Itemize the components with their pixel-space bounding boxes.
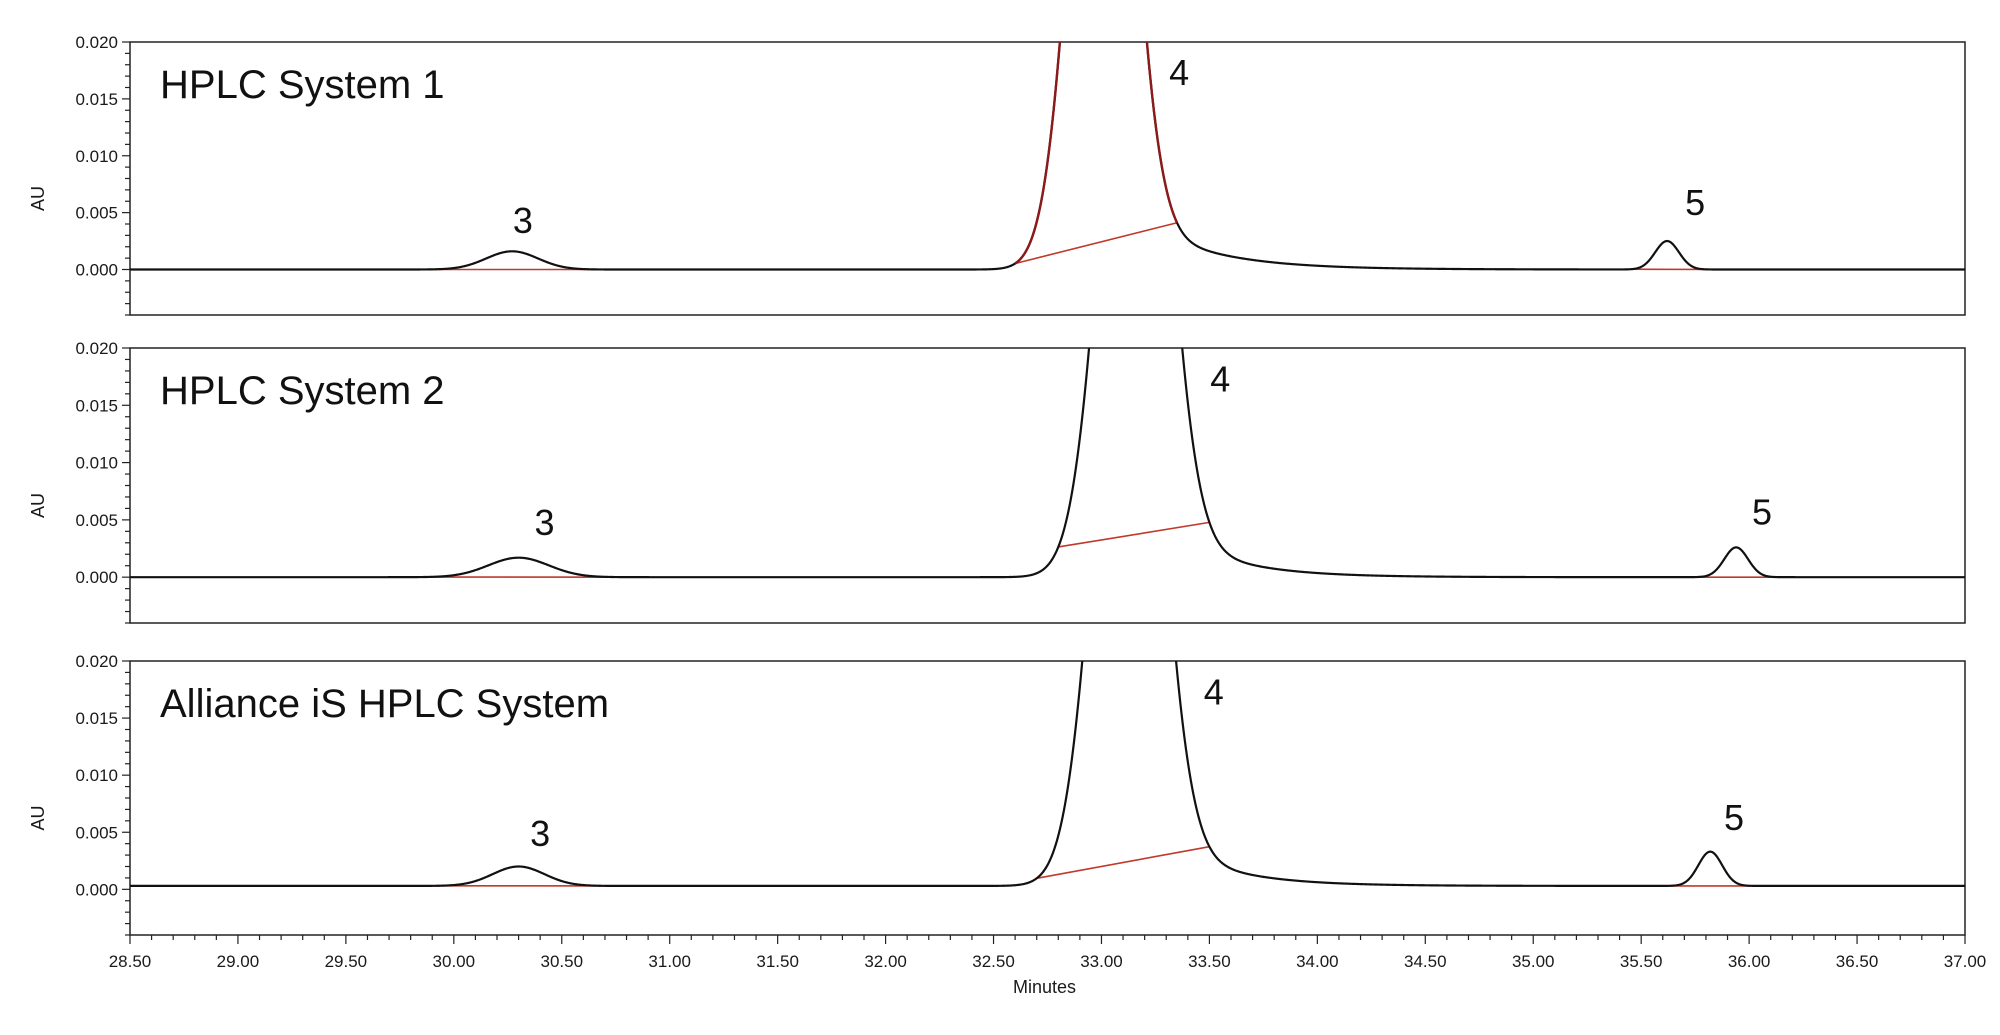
y-tick-label: 0.005 xyxy=(75,823,118,842)
integration-baseline xyxy=(1036,845,1210,880)
main-peak-trace xyxy=(1014,42,1179,265)
y-tick-label: 0.000 xyxy=(75,568,118,587)
peak-label-3: 3 xyxy=(534,502,554,543)
x-tick-label: 31.00 xyxy=(648,952,691,971)
x-tick-label: 29.50 xyxy=(325,952,368,971)
y-tick-label: 0.000 xyxy=(75,880,118,899)
integration-baseline xyxy=(1014,221,1178,265)
plot-frame xyxy=(129,660,1966,936)
peak-label-5: 5 xyxy=(1724,797,1744,838)
peak-label-5: 5 xyxy=(1685,182,1705,223)
x-tick-label: 36.00 xyxy=(1728,952,1771,971)
x-tick-label: 37.00 xyxy=(1944,952,1987,971)
y-tick-label: 0.005 xyxy=(75,511,118,530)
x-tick-label: 31.50 xyxy=(756,952,799,971)
peak-label-4: 4 xyxy=(1169,52,1189,93)
y-tick-label: 0.015 xyxy=(75,396,118,415)
y-tick-label: 0.015 xyxy=(75,709,118,728)
panel-title: Alliance iS HPLC System xyxy=(160,682,609,726)
x-tick-label: 29.00 xyxy=(217,952,260,971)
x-tick-label: 33.00 xyxy=(1080,952,1123,971)
chromatogram-trace xyxy=(130,661,1965,888)
y-tick-label: 0.010 xyxy=(75,766,118,785)
chromatogram-panel-2: 0.020 0.015 0.010 0.005 0.000 AU HPLC System 2… xyxy=(28,339,1966,624)
y-axis-label: AU xyxy=(28,493,48,518)
x-tick-label: 34.50 xyxy=(1404,952,1447,971)
integration-baseline xyxy=(1058,521,1210,548)
y-tick-label: 0.020 xyxy=(75,339,118,358)
x-tick-label: 30.00 xyxy=(433,952,476,971)
panel-title: HPLC System 2 xyxy=(160,369,445,413)
y-axis-label: AU xyxy=(28,186,48,211)
peak-label-4: 4 xyxy=(1204,671,1224,712)
peak-label-3: 3 xyxy=(530,813,550,854)
peak-label-4: 4 xyxy=(1210,359,1230,400)
x-tick-label: 30.50 xyxy=(540,952,583,971)
y-tick-label: 0.020 xyxy=(75,33,118,52)
x-tick-label: 36.50 xyxy=(1836,952,1879,971)
y-axis-label: AU xyxy=(28,805,48,830)
y-tick-label: 0.000 xyxy=(75,261,118,280)
peak-label-3: 3 xyxy=(513,200,533,241)
chromatogram-panel-3: 0.020 0.015 0.010 0.005 0.000 AU Alliance iS H… xyxy=(28,652,1966,936)
x-tick-label: 35.50 xyxy=(1620,952,1663,971)
x-axis-label: Minutes xyxy=(1013,977,1076,997)
y-tick-label: 0.020 xyxy=(75,652,118,671)
chromatogram-panel-1: 0.020 0.015 0.010 0.005 0.000 AU HPLC System 1… xyxy=(28,33,1966,316)
x-tick-label: 32.50 xyxy=(972,952,1015,971)
y-tick-label: 0.005 xyxy=(75,204,118,223)
x-tick-label: 33.50 xyxy=(1188,952,1231,971)
x-axis: 28.50 29.00 29.50 30.00 30.50 31.00 31.50 32.00… xyxy=(109,935,1987,997)
chromatogram-trace xyxy=(130,348,1965,579)
y-tick-label: 0.015 xyxy=(75,90,118,109)
x-tick-label: 32.00 xyxy=(864,952,907,971)
x-tick-label: 35.00 xyxy=(1512,952,1555,971)
x-tick-label: 28.50 xyxy=(109,952,152,971)
y-tick-label: 0.010 xyxy=(75,147,118,166)
x-tick-label: 34.00 xyxy=(1296,952,1339,971)
peak-label-5: 5 xyxy=(1752,491,1772,532)
panel-title: HPLC System 1 xyxy=(160,63,445,107)
y-tick-label: 0.010 xyxy=(75,454,118,473)
